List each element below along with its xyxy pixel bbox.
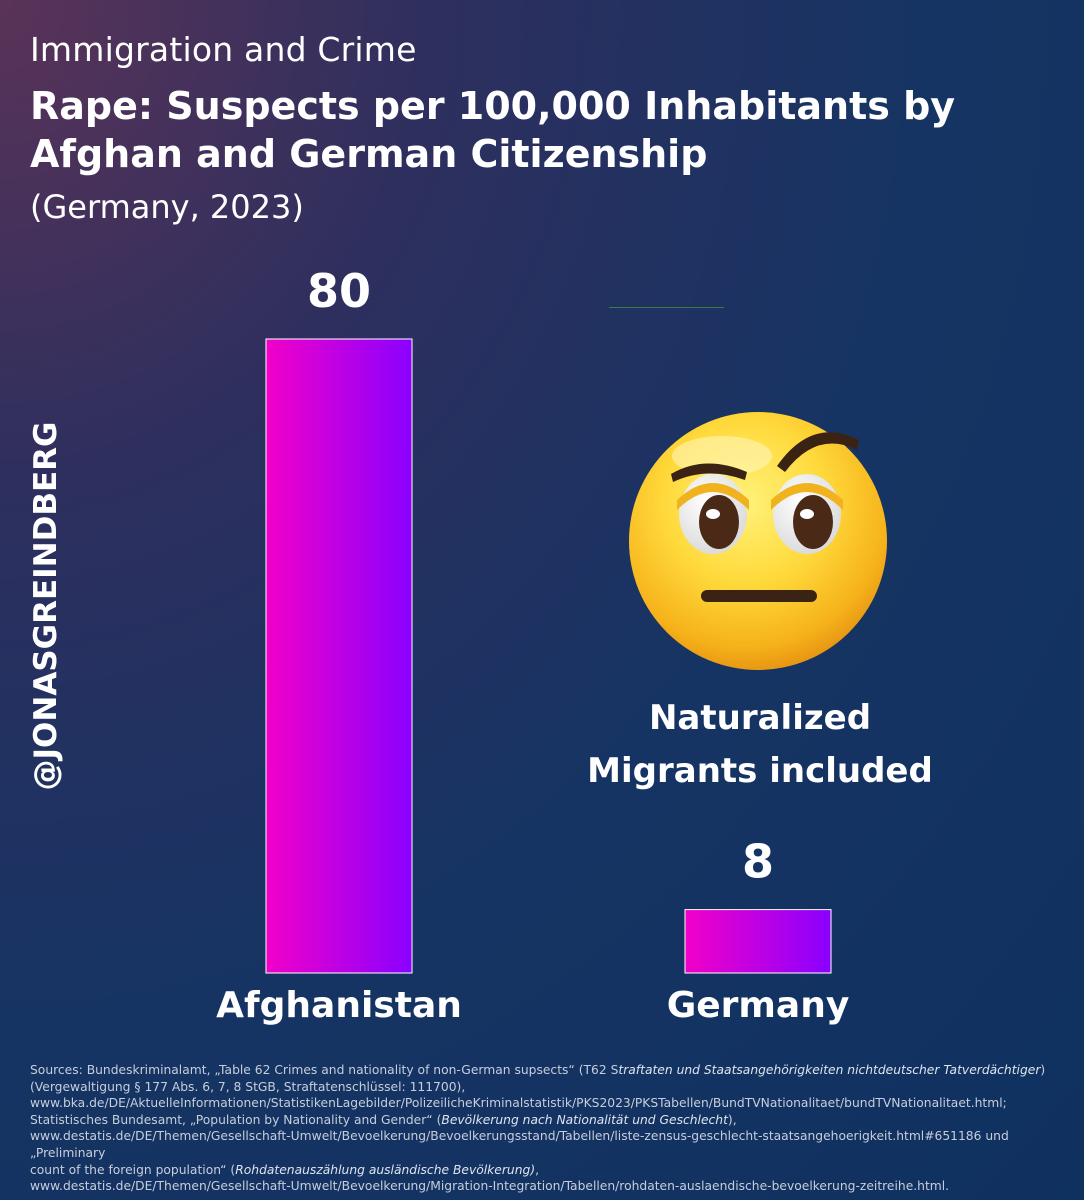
- source-line: Sources: Bundeskriminalamt, „Table 62 Cr…: [30, 1063, 1046, 1077]
- source-line: www.bka.de/DE/AktuelleInformationen/Stat…: [30, 1096, 1007, 1111]
- annotation-naturalized: Naturalized Migrants included: [540, 692, 980, 798]
- annotation-line-2: Migrants included: [587, 751, 933, 791]
- kicker-heading: Immigration and Crime: [30, 30, 417, 69]
- bar-chart: 80 Afghanistan 8 Germany: [216, 264, 849, 1026]
- category-label-afghanistan: Afghanistan: [216, 985, 462, 1026]
- value-label-afghanistan: 80: [307, 264, 371, 318]
- chart-title: Rape: Suspects per 100,000 Inhabitants b…: [30, 84, 956, 176]
- source-line: www.destatis.de/DE/Themen/Gesellschaft-U…: [30, 1179, 950, 1194]
- chart-subtitle: (Germany, 2023): [30, 188, 304, 226]
- annotation-line-1: Naturalized: [648, 698, 872, 738]
- source-line: www.destatis.de/DE/Themen/Gesellschaft-U…: [30, 1129, 1009, 1160]
- source-line: Statistisches Bundesamt, „Population by …: [30, 1112, 737, 1127]
- bar-series: 80 Afghanistan 8 Germany: [216, 264, 849, 1026]
- bar-afghanistan: [265, 338, 413, 974]
- decorative-line: [609, 307, 724, 308]
- sources-footnote: Sources: Bundeskriminalamt, „Table 62 Cr…: [30, 1062, 1050, 1195]
- category-label-germany: Germany: [667, 985, 850, 1026]
- value-label-germany: 8: [742, 835, 774, 889]
- face-with-raised-eyebrow-icon: [629, 412, 887, 670]
- source-line: count of the foreign population“ (Rohdat…: [30, 1162, 540, 1177]
- bar-germany: [684, 909, 832, 974]
- source-line: (Vergewaltigung § 177 Abs. 6, 7, 8 StGB,…: [30, 1079, 466, 1094]
